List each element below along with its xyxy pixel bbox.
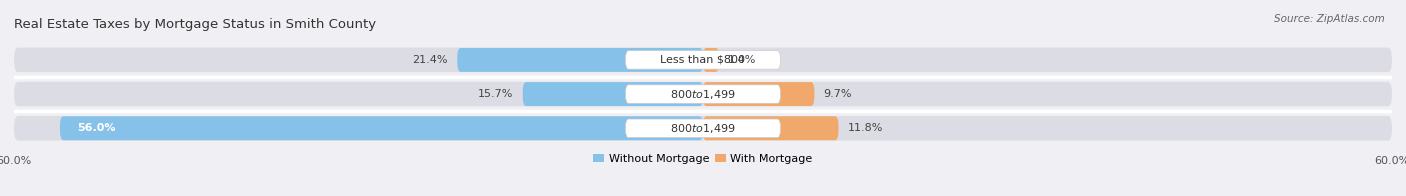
FancyBboxPatch shape <box>60 116 703 140</box>
Text: $800 to $1,499: $800 to $1,499 <box>671 122 735 135</box>
FancyBboxPatch shape <box>457 48 703 72</box>
FancyBboxPatch shape <box>626 51 780 69</box>
Text: $800 to $1,499: $800 to $1,499 <box>671 88 735 101</box>
Text: 11.8%: 11.8% <box>848 123 883 133</box>
Text: Real Estate Taxes by Mortgage Status in Smith County: Real Estate Taxes by Mortgage Status in … <box>14 18 377 31</box>
FancyBboxPatch shape <box>14 82 1392 106</box>
Text: Less than $800: Less than $800 <box>661 55 745 65</box>
Text: 9.7%: 9.7% <box>824 89 852 99</box>
Text: 1.4%: 1.4% <box>728 55 756 65</box>
FancyBboxPatch shape <box>626 119 780 138</box>
Text: 15.7%: 15.7% <box>478 89 513 99</box>
FancyBboxPatch shape <box>14 48 1392 72</box>
FancyBboxPatch shape <box>703 82 814 106</box>
FancyBboxPatch shape <box>523 82 703 106</box>
Text: 56.0%: 56.0% <box>77 123 115 133</box>
Legend: Without Mortgage, With Mortgage: Without Mortgage, With Mortgage <box>589 150 817 169</box>
FancyBboxPatch shape <box>14 116 1392 141</box>
Text: Source: ZipAtlas.com: Source: ZipAtlas.com <box>1274 14 1385 24</box>
FancyBboxPatch shape <box>703 48 718 72</box>
FancyBboxPatch shape <box>626 85 780 103</box>
FancyBboxPatch shape <box>703 116 838 140</box>
Text: 21.4%: 21.4% <box>412 55 449 65</box>
